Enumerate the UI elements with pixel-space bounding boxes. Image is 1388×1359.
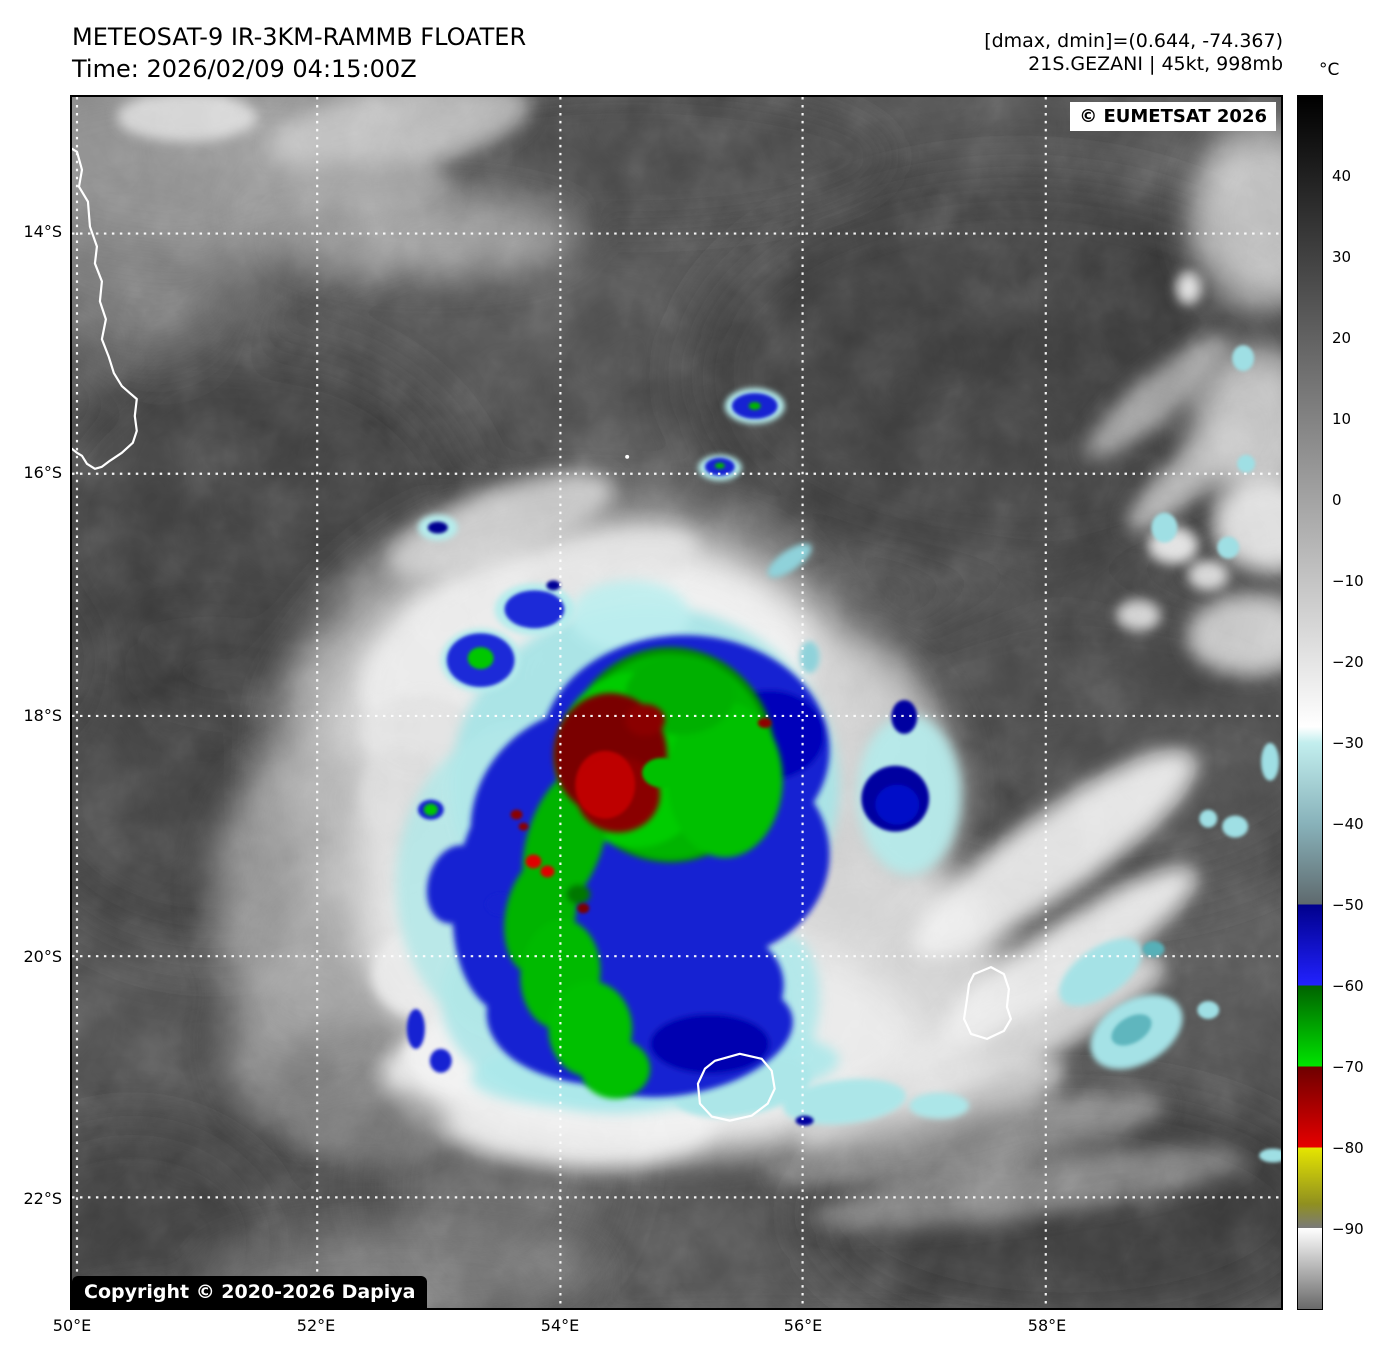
green-specks: [423, 401, 761, 816]
colorbar-tick: −70: [1332, 1058, 1364, 1076]
cyan-specks: [1111, 345, 1281, 1163]
lon-label: 56°E: [783, 1316, 823, 1335]
lat-label: 14°S: [23, 222, 62, 241]
colorbar-tick: 40: [1332, 167, 1352, 185]
colorbar-tick: −90: [1332, 1220, 1364, 1238]
colorbar-tick: 0: [1332, 491, 1342, 509]
temperature-colorbar: [1297, 95, 1323, 1310]
storm-info-line: 21S.GEZANI | 45kt, 998mb: [1028, 53, 1283, 75]
red-core: [510, 693, 772, 914]
satellite-image: [72, 97, 1281, 1308]
lat-label: 22°S: [23, 1189, 62, 1208]
colorbar-unit-label: °C: [1319, 60, 1340, 80]
mauritius-outline: [962, 966, 1012, 1040]
lon-label: 52°E: [296, 1316, 336, 1335]
white-dot: [625, 454, 630, 459]
storm-meta: [dmax, dmin]=(0.644, -74.367) 21S.GEZANI…: [984, 30, 1283, 76]
lon-label: 58°E: [1027, 1316, 1067, 1335]
madagascar-coastline: [72, 147, 138, 470]
colorbar-tick: −40: [1332, 815, 1364, 833]
product-title: METEOSAT-9 IR-3KM-RAMMB FLOATER: [72, 23, 527, 51]
colorbar-tick: 30: [1332, 248, 1352, 266]
lat-label: 16°S: [23, 463, 62, 482]
product-time: Time: 2026/02/09 04:15:00Z: [72, 55, 417, 83]
copyright-badge: Copyright © 2020-2026 Dapiya: [72, 1276, 428, 1308]
lon-label: 54°E: [540, 1316, 580, 1335]
colorbar-tick: −20: [1332, 653, 1364, 671]
dmax-dmin-line: [dmax, dmin]=(0.644, -74.367): [984, 30, 1283, 52]
lon-label: 50°E: [52, 1316, 92, 1335]
colorbar-tick: −50: [1332, 896, 1364, 914]
reunion-outline: [696, 1052, 776, 1122]
colorbar-tick: 10: [1332, 410, 1352, 428]
colorbar-tick: −30: [1332, 734, 1364, 752]
eumetsat-badge: © EUMETSAT 2026: [1070, 102, 1276, 131]
colorbar-tick: −80: [1332, 1139, 1364, 1157]
colorbar-tick: −10: [1332, 572, 1364, 590]
colorbar-tick: −60: [1332, 977, 1364, 995]
satellite-map: © EUMETSAT 2026 Copyright © 2020-2026 Da…: [70, 95, 1283, 1310]
lat-label: 20°S: [23, 947, 62, 966]
lat-label: 18°S: [23, 706, 62, 725]
colorbar-tick: 20: [1332, 329, 1352, 347]
